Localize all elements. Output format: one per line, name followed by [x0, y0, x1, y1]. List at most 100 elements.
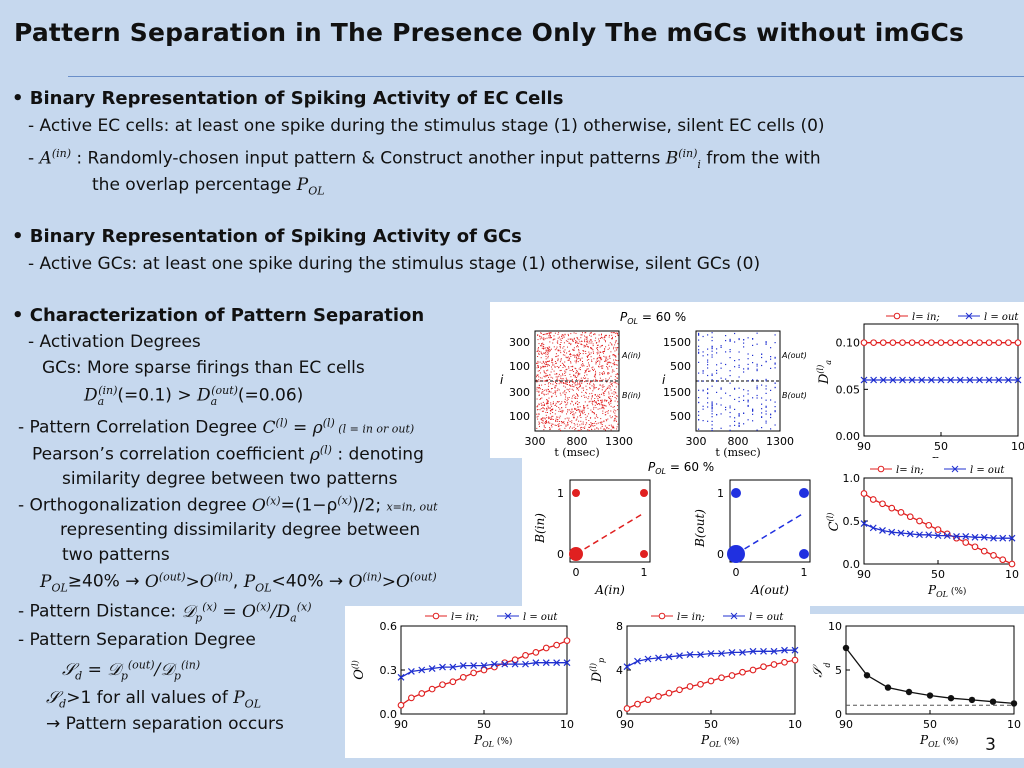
spike-dot-in	[595, 372, 597, 374]
spike-dot-in	[611, 343, 613, 345]
spike-dot-in	[610, 389, 612, 391]
spike-dot-in	[538, 394, 540, 396]
spike-dot-in	[613, 391, 615, 393]
spike-dot-out	[752, 354, 754, 356]
legend-marker-in	[877, 465, 885, 473]
scatter-fit-line	[575, 512, 645, 555]
spike-dot-in	[586, 344, 588, 346]
spike-dot-out	[774, 411, 776, 413]
spike-dot-in	[578, 353, 580, 355]
spike-dot-in	[541, 391, 543, 393]
spike-dot-in	[598, 403, 599, 404]
x-tick-label: 10	[788, 718, 802, 731]
section3-line10: POL≥40% → O(out)>O(in), POL<40% → O(in)>…	[40, 570, 437, 595]
legend-marker-out	[951, 465, 959, 473]
data-point	[770, 647, 778, 655]
spike-dot-in	[602, 384, 604, 386]
spike-dot-in	[590, 409, 592, 411]
spike-dot-in	[603, 351, 605, 352]
data-point	[449, 678, 457, 686]
spike-dot-in	[609, 355, 611, 357]
spike-dot-out	[734, 332, 736, 335]
spike-dot-out	[770, 356, 772, 358]
spike-dot-in	[569, 357, 571, 359]
spike-dot-in	[615, 356, 617, 358]
spike-dot-out	[702, 405, 704, 407]
spike-dot-in	[552, 392, 554, 394]
spike-dot-in	[564, 418, 566, 420]
x-tick-label: 10	[560, 718, 574, 731]
spike-dot-in	[560, 394, 562, 396]
spike-dot-in	[545, 422, 546, 424]
spike-dot-in	[581, 357, 583, 359]
data-point	[879, 527, 886, 534]
spike-dot-in	[541, 344, 543, 346]
spike-dot-in	[602, 407, 604, 409]
spike-dot-out	[747, 404, 749, 407]
spike-dot-in	[590, 356, 592, 358]
spike-dot-in	[597, 417, 599, 419]
spike-dot-in	[586, 341, 588, 343]
spike-dot-in	[588, 426, 590, 428]
spike-dot-in	[546, 399, 548, 400]
spike-dot-in	[545, 349, 547, 351]
spike-dot-in	[584, 401, 586, 403]
spike-dot-in	[607, 386, 609, 388]
spike-dot-in	[543, 352, 545, 354]
spike-dot-in	[616, 364, 618, 366]
spike-dot-in	[584, 346, 586, 348]
spike-dot-out	[711, 336, 713, 338]
section3-line8: representing dissimilarity degree betwee…	[60, 520, 421, 540]
scatter-ytick: 0	[717, 548, 724, 561]
spike-dot-in	[566, 400, 568, 402]
spike-dot-in	[559, 346, 561, 347]
scatter-xtick: 1	[801, 566, 808, 579]
spike-dot-in	[586, 359, 588, 361]
section3-line15: → Pattern separation occurs	[46, 714, 284, 734]
spike-dot-in	[541, 404, 542, 406]
spike-dot-in	[587, 429, 589, 431]
data-point	[860, 490, 868, 497]
spike-dot-in	[560, 410, 561, 412]
spike-dot-in	[558, 401, 560, 402]
spike-dot-in	[537, 334, 539, 336]
data-point	[934, 532, 942, 540]
spike-dot-in	[573, 338, 575, 340]
spike-dot-in	[538, 390, 540, 392]
spike-dot-in	[562, 382, 564, 384]
spike-dot-in	[547, 383, 549, 385]
spike-dot-in	[569, 353, 571, 355]
section3-line1: - Activation Degrees	[28, 332, 201, 352]
spike-dot-in	[584, 414, 586, 416]
spike-dot-in	[564, 375, 566, 376]
spike-dot-in	[583, 411, 585, 413]
spike-dot-in	[541, 410, 543, 412]
spike-dot-in	[589, 381, 591, 383]
spike-dot-out	[702, 355, 704, 357]
data-point	[718, 650, 725, 657]
spike-dot-in	[585, 385, 587, 387]
spike-dot-in	[549, 332, 551, 334]
spike-dot-out	[698, 414, 700, 416]
spike-dot-out	[711, 420, 713, 422]
spike-dot-in	[603, 352, 604, 354]
spike-dot-out	[729, 349, 731, 351]
data-point	[947, 694, 955, 702]
x-tick-label: 10	[1007, 718, 1021, 731]
spike-dot-in	[593, 384, 595, 386]
spike-dot-in	[586, 341, 588, 343]
spike-dot-in	[614, 418, 616, 420]
section1-heading: • Binary Representation of Spiking Activ…	[12, 88, 564, 109]
spike-dot-out	[770, 428, 772, 430]
spike-dot-in	[585, 391, 587, 393]
spike-dot-in	[598, 352, 600, 354]
spike-dot-in	[568, 335, 569, 337]
spike-dot-out	[716, 380, 718, 382]
spike-dot-in	[613, 361, 615, 363]
spike-dot-in	[539, 336, 541, 338]
spike-dot-in	[590, 426, 592, 428]
spike-dot-in	[597, 361, 598, 362]
spike-dot-in	[546, 408, 548, 410]
spike-dot-in	[587, 407, 589, 409]
spike-dot-in	[567, 389, 569, 391]
